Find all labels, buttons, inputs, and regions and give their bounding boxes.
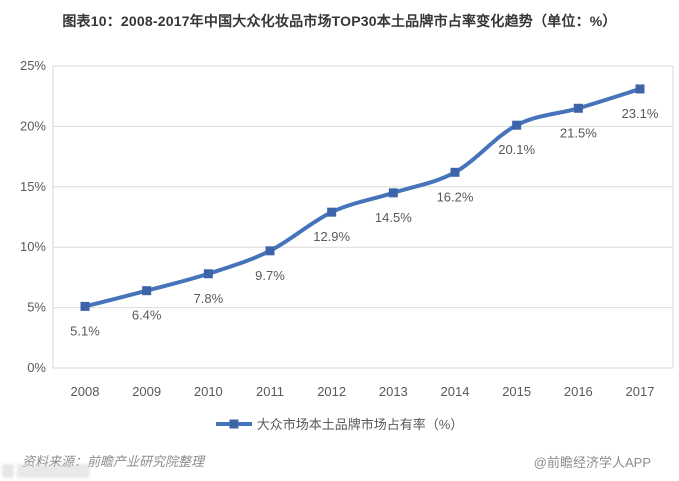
- chart-title: 图表10：2008-2017年中国大众化妆品市场TOP30本土品牌市占率变化趋势…: [62, 13, 617, 29]
- x-axis-tick-label: 2015: [502, 384, 531, 399]
- data-point-2008: [80, 301, 90, 311]
- x-axis-tick-label: 2009: [132, 384, 161, 399]
- y-axis-tick-label: 10%: [20, 239, 46, 254]
- x-axis-tick-label: 2014: [441, 384, 470, 399]
- data-point-2012: [327, 207, 337, 217]
- data-point-2011: [265, 246, 275, 256]
- legend-label: 大众市场本土品牌市场占有率（%）: [256, 417, 464, 432]
- y-axis-tick-label: 15%: [20, 179, 46, 194]
- x-axis-tick-label: 2008: [71, 384, 100, 399]
- y-axis-tick-label: 0%: [27, 360, 46, 375]
- y-axis-tick-label: 20%: [20, 118, 46, 133]
- data-label: 23.1%: [622, 106, 659, 121]
- x-axis-tick-label: 2010: [194, 384, 223, 399]
- source-note: 资料来源：前瞻产业研究院整理: [22, 454, 205, 469]
- data-label: 16.2%: [437, 189, 474, 204]
- credit-note: @前瞻经济学人APP: [533, 455, 651, 470]
- x-axis-tick-label: 2016: [564, 384, 593, 399]
- series-line: [83, 86, 642, 309]
- data-point-2016: [573, 103, 583, 113]
- line-chart: 0% 5% 10% 15% 20% 25% 2008 2009 2010 2011 2012 2013…: [20, 58, 674, 399]
- x-axis-tick-label: 2012: [317, 384, 346, 399]
- data-point-2009: [142, 286, 152, 296]
- plot-border: [52, 65, 674, 369]
- data-point-2015: [512, 120, 522, 130]
- data-label: 20.1%: [498, 142, 535, 157]
- data-label: 21.5%: [560, 125, 597, 140]
- data-point-2017: [635, 84, 645, 94]
- data-point-2014: [450, 167, 460, 177]
- y-axis-tick-label: 25%: [20, 58, 46, 73]
- data-label: 6.4%: [132, 308, 162, 323]
- watermark: [2, 464, 90, 478]
- data-point-2013: [388, 188, 398, 198]
- data-label: 9.7%: [255, 268, 285, 283]
- x-axis-tick-label: 2013: [379, 384, 408, 399]
- data-point-2010: [203, 269, 213, 279]
- x-axis-tick-label: 2011: [256, 384, 284, 399]
- y-axis-tick-label: 5%: [27, 300, 46, 315]
- x-axis-tick-label: 2017: [626, 384, 655, 399]
- legend-line-marker-icon: [215, 419, 252, 428]
- legend: 大众市场本土品牌市场占有率（%）: [0, 414, 679, 433]
- data-label: 5.1%: [70, 323, 100, 338]
- data-label: 12.9%: [313, 229, 350, 244]
- data-label: 14.5%: [375, 210, 412, 225]
- data-label: 7.8%: [194, 291, 224, 306]
